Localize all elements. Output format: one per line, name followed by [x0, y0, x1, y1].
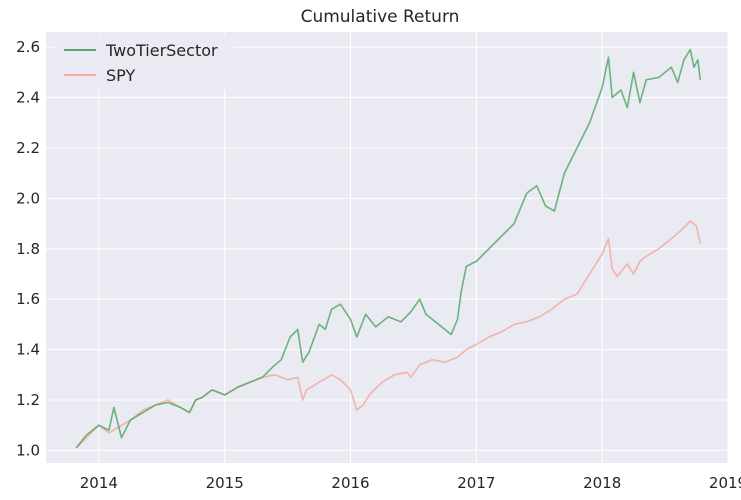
- legend-label-twotiersector: TwoTierSector: [105, 41, 218, 60]
- y-tick-label: 2.4: [16, 89, 40, 107]
- x-tick-label: 2017: [457, 474, 495, 492]
- y-tick-label: 1.8: [16, 240, 40, 258]
- y-axis: 1.0 1.2 1.4 1.6 1.8 2.0 2.2 2.4 2.6: [16, 38, 40, 459]
- y-tick-label: 1.6: [16, 290, 40, 308]
- x-tick-label: 2014: [80, 474, 118, 492]
- x-tick-label: 2019: [709, 474, 741, 492]
- y-tick-label: 2.6: [16, 38, 40, 56]
- grid: [46, 32, 729, 463]
- y-tick-label: 1.4: [16, 341, 40, 359]
- x-tick-label: 2015: [206, 474, 244, 492]
- plot-area: [46, 32, 728, 463]
- y-tick-label: 1.0: [16, 441, 40, 459]
- y-tick-label: 1.2: [16, 391, 40, 409]
- legend: TwoTierSector SPY: [54, 34, 234, 90]
- legend-label-spy: SPY: [106, 66, 135, 85]
- chart-title: Cumulative Return: [301, 7, 460, 27]
- series-layer: [75, 48, 702, 449]
- x-tick-label: 2016: [331, 474, 369, 492]
- series-line-twotiersector: [75, 48, 702, 449]
- y-tick-label: 2.0: [16, 189, 40, 207]
- y-tick-label: 2.2: [16, 139, 40, 157]
- legend-box: [54, 34, 234, 90]
- x-tick-label: 2018: [583, 474, 621, 492]
- x-axis: 2014 2015 2016 2017 2018 2019: [80, 474, 741, 492]
